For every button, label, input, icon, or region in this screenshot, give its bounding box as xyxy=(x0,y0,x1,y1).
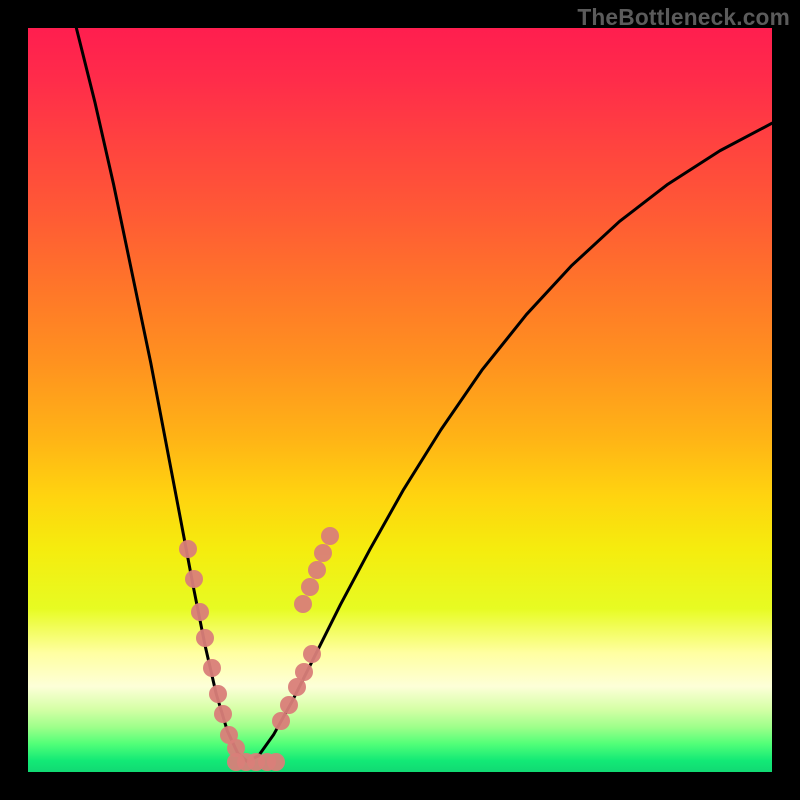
chart-gradient-background xyxy=(28,28,772,772)
root-stage: TheBottleneck.com xyxy=(0,0,800,800)
watermark-text: TheBottleneck.com xyxy=(577,4,790,31)
chart-plot-area xyxy=(28,28,772,772)
